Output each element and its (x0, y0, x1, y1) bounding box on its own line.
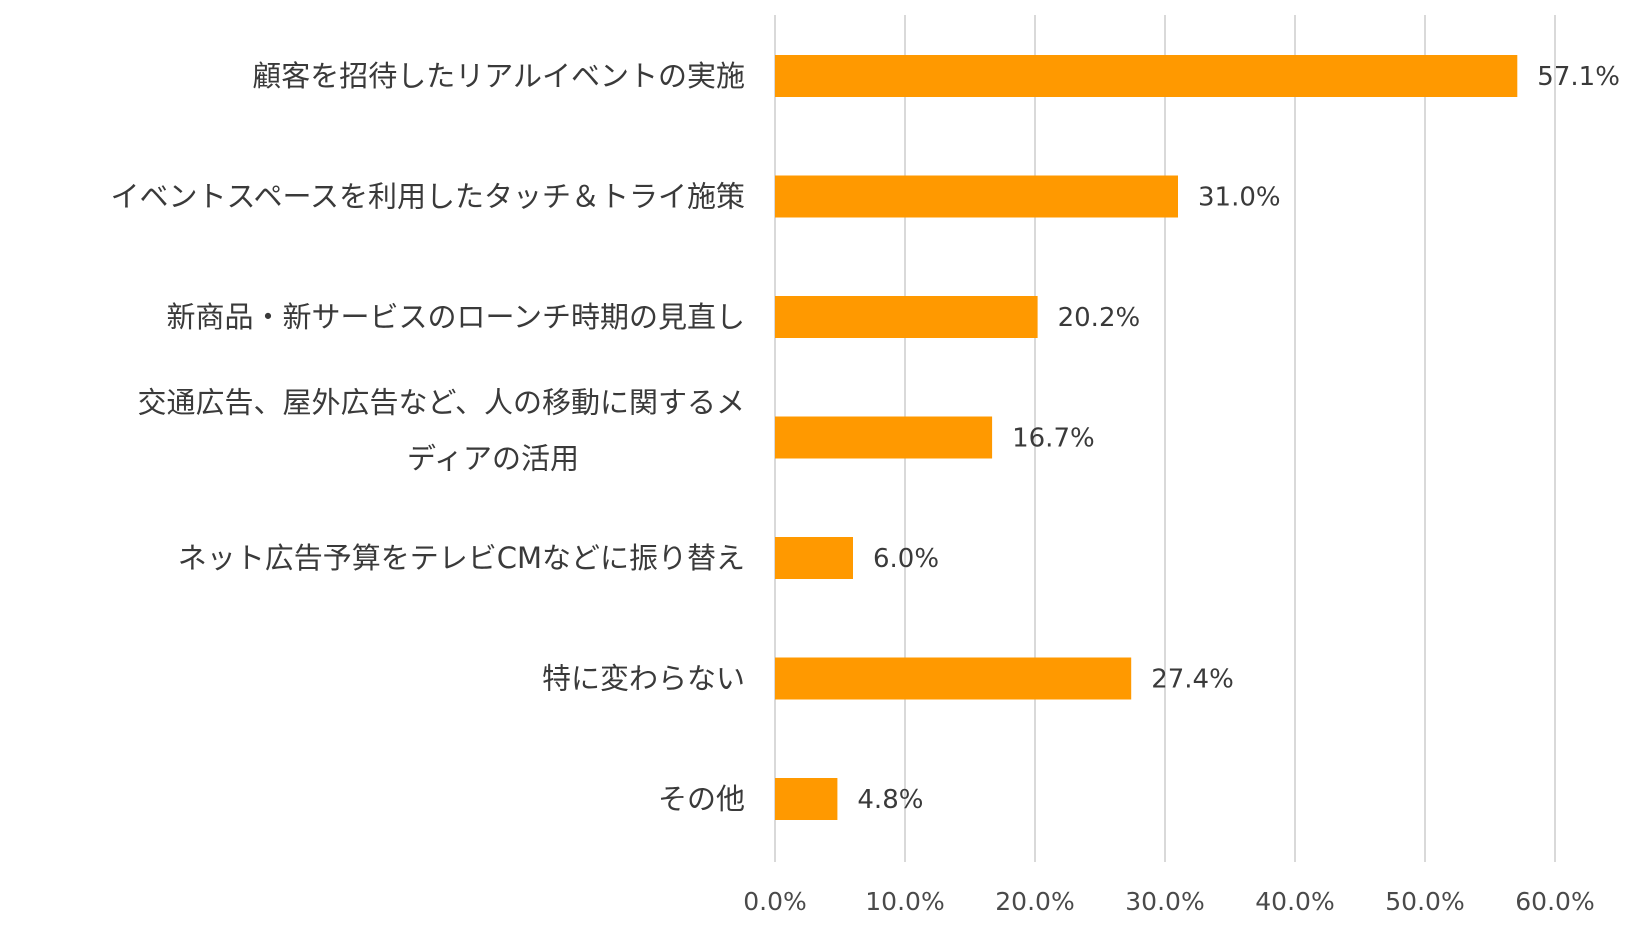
x-tick-label: 0.0% (743, 887, 807, 916)
bar (775, 175, 1178, 218)
bar (775, 296, 1038, 338)
bar (775, 416, 993, 459)
category-label: ネット広告予算をテレビCMなどに振り替え (178, 541, 745, 575)
bar (775, 778, 838, 820)
x-axis-tick-labels: 0.0% 10.0% 20.0% 30.0% 40.0% 50.0% 60.0% (743, 887, 1594, 916)
x-tick-label: 10.0% (865, 887, 944, 916)
x-tick-label: 50.0% (1385, 887, 1464, 916)
gridlines (774, 15, 1556, 862)
data-label: 20.2% (1058, 303, 1141, 333)
data-label: 6.0% (873, 544, 939, 574)
category-label: 顧客を招待したリアルイベントの実施 (252, 59, 745, 93)
bar (775, 55, 1518, 97)
bar (775, 657, 1132, 700)
category-labels: 顧客を招待したリアルイベントの実施イベントスペースを利用したタッチ＆トライ施策新… (110, 59, 745, 816)
category-label: その他 (658, 782, 745, 816)
x-tick-label: 20.0% (995, 887, 1074, 916)
data-label: 27.4% (1151, 665, 1234, 695)
category-label: イベントスペースを利用したタッチ＆トライ施策 (110, 180, 745, 214)
category-label: 特に変わらない (542, 662, 745, 696)
data-label: 57.1% (1537, 62, 1620, 92)
category-label: 新商品・新サービスのローンチ時期の見直し (166, 300, 745, 334)
bars (775, 55, 1518, 820)
data-label: 16.7% (1012, 424, 1095, 454)
x-tick-label: 30.0% (1125, 887, 1204, 916)
category-label: ディアの活用 (407, 442, 579, 476)
data-label: 4.8% (857, 785, 923, 815)
x-tick-label: 40.0% (1255, 887, 1334, 916)
data-label: 31.0% (1198, 183, 1281, 213)
category-label: 交通広告、屋外広告など、人の移動に関するメ (137, 386, 745, 420)
x-tick-label: 60.0% (1515, 887, 1594, 916)
bar (775, 537, 853, 579)
value-labels: 57.1% 31.0% 20.2% 16.7% 6.0% 27.4% 4.8% (857, 62, 1620, 815)
